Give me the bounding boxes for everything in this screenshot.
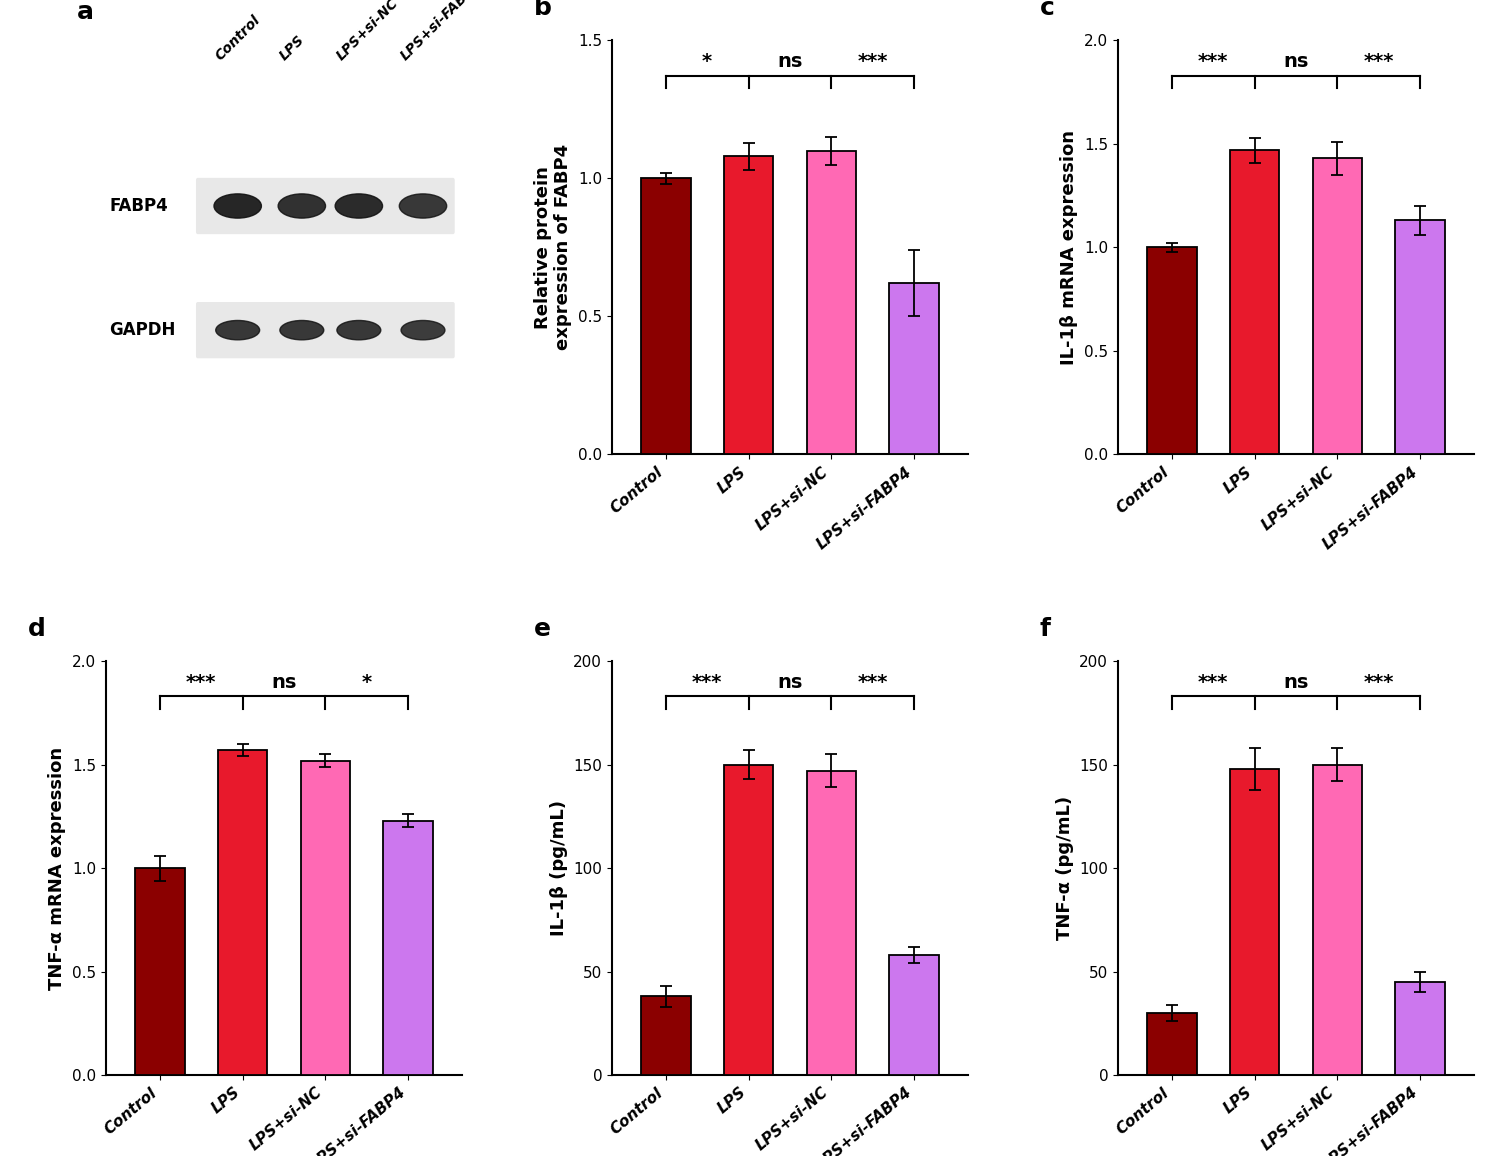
Text: b: b [534,0,552,20]
Text: *: * [702,52,712,72]
Text: FABP4: FABP4 [109,197,168,215]
Text: a: a [77,0,94,24]
Ellipse shape [215,194,262,218]
Ellipse shape [278,194,325,218]
Bar [641,178,691,454]
Text: ***: *** [1364,52,1394,72]
Text: ns: ns [777,673,803,692]
Bar [1148,1013,1196,1075]
Bar [1148,247,1196,454]
Bar [724,765,774,1075]
Bar [806,150,856,454]
Text: LPS: LPS [277,32,307,62]
Bar [1312,158,1362,454]
Text: ***: *** [186,673,216,692]
Bar [806,771,856,1075]
Ellipse shape [399,194,446,218]
Text: e: e [534,616,550,640]
Text: ns: ns [1284,673,1309,692]
Ellipse shape [401,320,445,340]
Bar [724,156,774,454]
Bar [1396,221,1445,454]
Text: ***: *** [857,673,888,692]
Text: c: c [1039,0,1054,20]
FancyBboxPatch shape [197,178,455,235]
Text: ns: ns [1284,52,1309,72]
Bar [889,955,939,1075]
Ellipse shape [216,320,260,340]
Y-axis label: IL-1β mRNA expression: IL-1β mRNA expression [1060,129,1078,365]
Bar [384,821,432,1075]
Bar [218,750,268,1075]
Text: LPS+si-NC: LPS+si-NC [334,0,401,62]
Y-axis label: TNF-α mRNA expression: TNF-α mRNA expression [48,747,67,990]
Text: ***: *** [1198,52,1228,72]
Text: ***: *** [1364,673,1394,692]
Ellipse shape [336,194,383,218]
Text: *: * [361,673,372,692]
Text: ***: *** [692,673,723,692]
FancyBboxPatch shape [197,302,455,358]
Text: ***: *** [1198,673,1228,692]
Text: ***: *** [857,52,888,72]
Text: ns: ns [271,673,296,692]
Bar [889,283,939,454]
Text: LPS+si-FABP4: LPS+si-FABP4 [398,0,484,62]
Y-axis label: Relative protein
expression of FABP4: Relative protein expression of FABP4 [534,144,573,350]
Y-axis label: IL-1β (pg/mL): IL-1β (pg/mL) [550,800,567,936]
Text: GAPDH: GAPDH [109,321,175,339]
Bar [1396,981,1445,1075]
Bar [301,761,351,1075]
Ellipse shape [280,320,324,340]
Text: Control: Control [213,13,263,62]
Text: f: f [1039,616,1051,640]
Ellipse shape [337,320,381,340]
Bar [641,996,691,1075]
Bar [1229,769,1279,1075]
Bar [1229,150,1279,454]
Bar [135,868,184,1075]
Y-axis label: TNF-α (pg/mL): TNF-α (pg/mL) [1055,796,1074,940]
Bar [1312,765,1362,1075]
Text: d: d [27,616,45,640]
Text: ns: ns [777,52,803,72]
